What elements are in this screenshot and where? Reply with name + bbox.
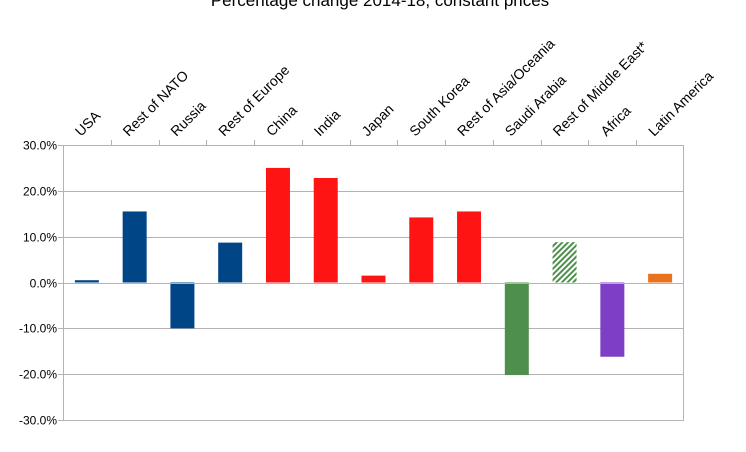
category-label: Africa: [597, 102, 634, 139]
bar: [648, 273, 673, 283]
bar: [552, 242, 577, 283]
category-label: China: [263, 102, 300, 139]
y-tick-label: 10.0%: [23, 231, 57, 245]
category-label: India: [311, 106, 344, 139]
bar: [122, 211, 147, 283]
bar: [361, 275, 386, 283]
bar: [265, 167, 290, 283]
bar: [313, 178, 338, 283]
bar: [170, 282, 195, 329]
y-tick-label: -30.0%: [19, 414, 57, 428]
y-tick-label: 20.0%: [23, 185, 57, 199]
gridlines: [58, 140, 684, 421]
category-label: Japan: [358, 101, 396, 139]
y-tick-label: -10.0%: [19, 322, 57, 336]
y-tick-label: -20.0%: [19, 368, 57, 382]
category-label: Russia: [167, 97, 209, 139]
category-label: USA: [72, 107, 104, 139]
bar: [74, 280, 99, 283]
bar: [218, 242, 243, 283]
bar: [504, 282, 529, 376]
chart-title: Percentage change 2014-18, constant pric…: [210, 0, 550, 10]
category-label: Latin America: [645, 68, 716, 139]
y-tick-label: 30.0%: [23, 139, 57, 153]
y-axis-ticks: -30.0% -20.0% -10.0% 0.0% 10.0% 20.0% 30.0%: [19, 139, 57, 428]
bar: [457, 211, 482, 283]
y-tick-label: 0.0%: [30, 277, 58, 291]
bar: [409, 217, 434, 283]
bars: [63, 167, 684, 376]
bar: [600, 282, 625, 357]
